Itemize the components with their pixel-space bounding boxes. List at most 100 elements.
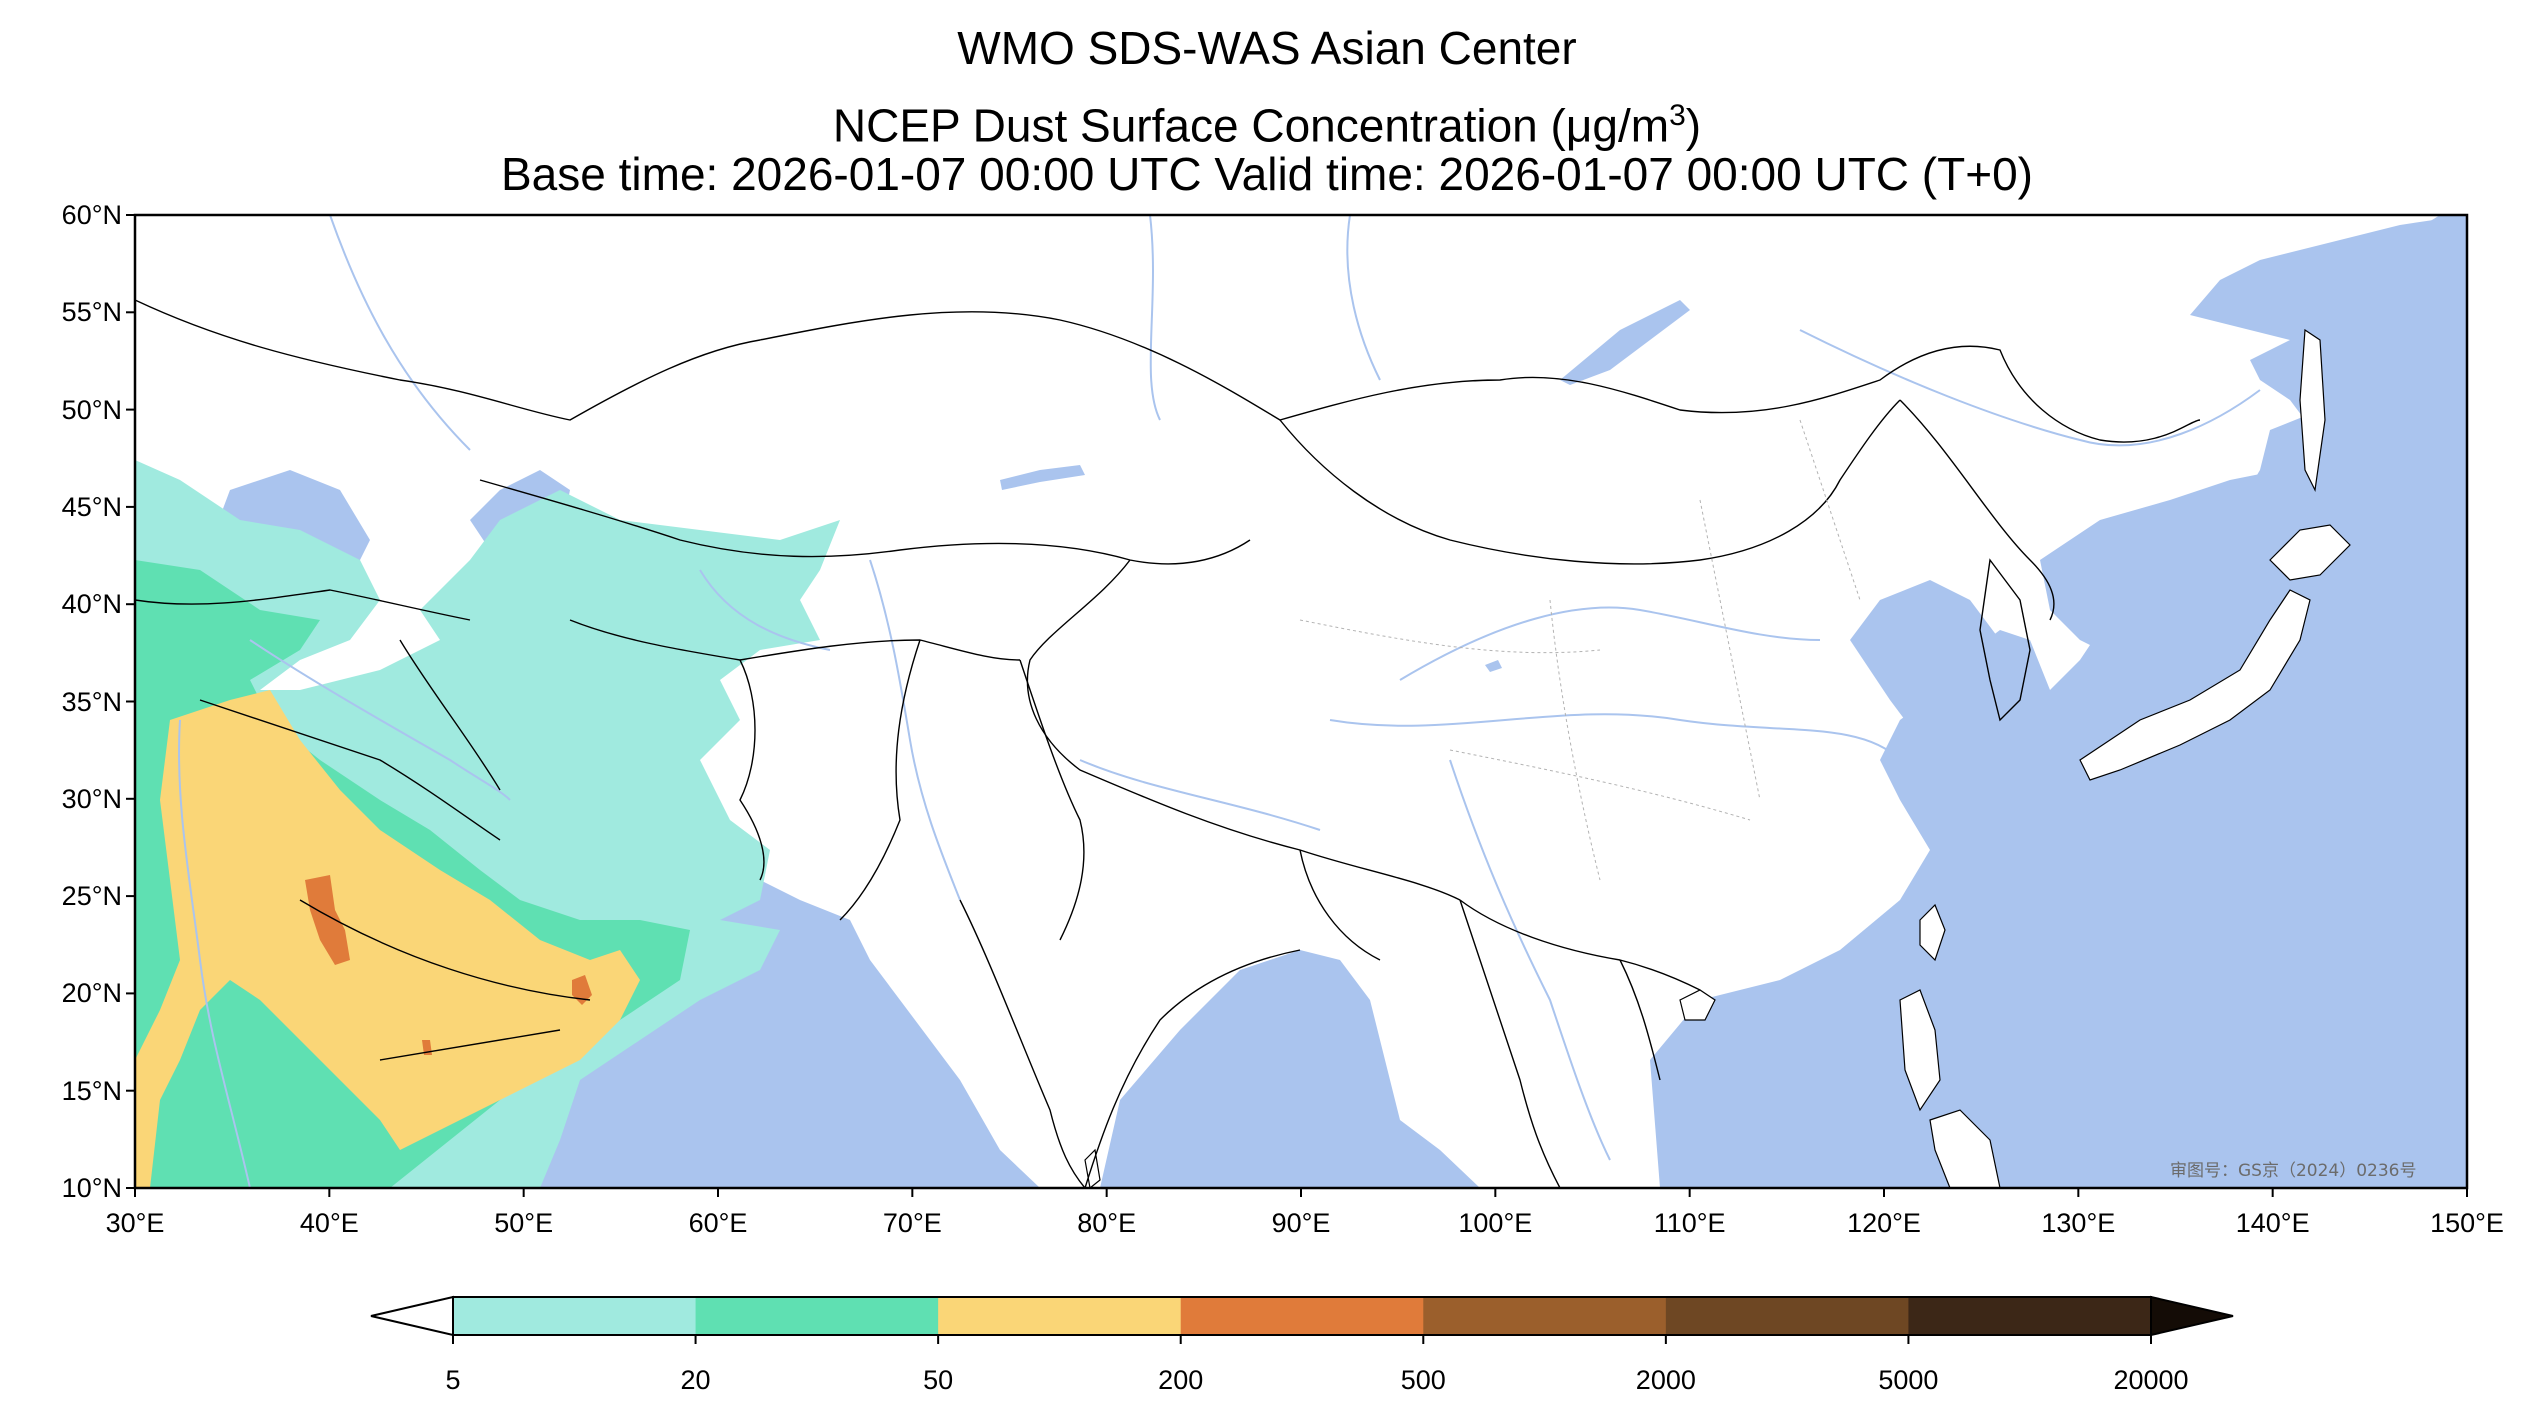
lon-tick-50: 50°E [494, 1208, 554, 1238]
colorbar-label-20000: 20000 [2113, 1365, 2189, 1395]
pacific-ocean [1650, 215, 2467, 1188]
ganges-river [1079, 759, 1321, 831]
nile-river [178, 719, 251, 1188]
island-layer [1084, 328, 2351, 1188]
russia-south-border [135, 299, 2201, 443]
china-west-border [1026, 559, 1461, 901]
iran-border [399, 619, 765, 881]
province-border-2 [1549, 599, 1601, 881]
sakhalin [2299, 328, 2326, 492]
southeast-asia-borders [1459, 899, 1661, 1188]
colorbar-label-20: 20 [680, 1365, 711, 1395]
title-line-2: NCEP Dust Surface Concentration (μg/m3) [0, 88, 2534, 153]
province-layer [1299, 419, 1861, 881]
colorbar [370, 1295, 2234, 1344]
colorbar-label-5: 5 [445, 1365, 461, 1395]
lake-baikal [1560, 300, 1690, 385]
qinghai-lake [1485, 660, 1502, 672]
sea-of-japan [2040, 470, 2280, 660]
colorbar-label-5000: 5000 [1878, 1365, 1939, 1395]
title-line-2-prefix: NCEP Dust Surface Concentration ( [832, 99, 1566, 152]
yellow-river [1399, 606, 1821, 681]
amur-river [1799, 329, 2261, 447]
lat-tick-40: 40°N [61, 589, 122, 620]
lon-tick-90: 90°E [1271, 1208, 1331, 1238]
india-coast-west [959, 899, 1086, 1188]
title-units-superscript: 3 [1669, 99, 1686, 132]
china-korea-border [1899, 399, 2055, 621]
lat-tick-10: 10°N [61, 1173, 122, 1203]
lon-tick-100: 100°E [1458, 1208, 1533, 1238]
mongolia-border [1279, 399, 1901, 565]
lat-tick-35: 35°N [61, 686, 122, 717]
colorbar-extend-low [370, 1295, 454, 1337]
colorbar-label-50: 50 [923, 1365, 954, 1395]
taiwan [1919, 903, 1946, 962]
colorbar-segment [1665, 1297, 1909, 1335]
yellow-sea [1850, 580, 2000, 740]
volga-river [329, 215, 471, 451]
lat-tick-20: 20°N [61, 978, 122, 1009]
colorbar-segment [453, 1297, 697, 1335]
colorbar-label-2000: 2000 [1635, 1365, 1696, 1395]
lon-tick-80: 80°E [1077, 1208, 1137, 1238]
lon-tick-70: 70°E [882, 1208, 942, 1238]
indus-river [869, 559, 961, 901]
dust-layer [135, 460, 840, 1188]
dust-band-200-500-b [572, 975, 592, 1005]
arabia-borders [199, 699, 591, 1061]
lon-tick-60: 60°E [688, 1208, 748, 1238]
amu-darya [699, 569, 831, 651]
colorbar-label-500: 500 [1400, 1365, 1446, 1395]
afghanistan-pakistan-border [739, 639, 1021, 921]
colorbar-segment [1423, 1297, 1667, 1335]
lat-tick-60: 60°N [61, 200, 122, 230]
colorbar-extend-high [2150, 1295, 2234, 1337]
title-units: g/m [1592, 99, 1670, 152]
colorbar-segment [695, 1297, 939, 1335]
japan-honshu [2079, 589, 2311, 781]
japan-hokkaido [2269, 524, 2351, 581]
lake-balkhash [1000, 465, 1085, 490]
philippines-luzon [1899, 989, 1941, 1112]
colorbar-label-200: 200 [1158, 1365, 1204, 1395]
lat-tick-25: 25°N [61, 881, 122, 912]
philippines-south [1929, 1109, 2001, 1188]
korea-peninsula [1979, 558, 2031, 722]
province-border-1 [1299, 619, 1601, 654]
turkey-caucasus-border [135, 589, 471, 621]
lon-tick-140: 140°E [2235, 1208, 2310, 1238]
mekong-river [1449, 759, 1611, 1161]
colorbar-segment [1908, 1297, 2152, 1335]
ob-river [1149, 215, 1161, 421]
dust-band-200-500-a [305, 875, 350, 965]
lat-tick-30: 30°N [61, 783, 122, 814]
kazakhstan-south-border [479, 479, 1251, 565]
lat-tick-45: 45°N [61, 491, 122, 522]
yangtze-river [1329, 713, 1901, 761]
india-border [1019, 659, 1381, 961]
colorbar-frame [452, 1296, 2152, 1336]
title-line-2-suffix: ) [1685, 99, 1702, 152]
province-border-3 [1699, 499, 1761, 801]
river-layer [178, 215, 2261, 1188]
lat-tick-55: 55°N [61, 297, 122, 328]
map-approval-watermark: 审图号：GS京（2024）0236号 [2170, 1161, 2417, 1181]
title-mu-symbol: μ [1565, 99, 1593, 152]
hainan [1679, 989, 1716, 1021]
title-line-3: Base time: 2026-01-07 00:00 UTC Valid ti… [501, 148, 2033, 200]
lon-tick-40: 40°E [299, 1208, 359, 1238]
yenisei-river [1346, 215, 1381, 381]
lon-tick-150: 150°E [2430, 1208, 2504, 1238]
lon-tick-30: 30°E [105, 1208, 165, 1238]
axis-tick-marks [126, 214, 2468, 1197]
lat-tick-15: 15°N [61, 1075, 122, 1106]
colorbar-segment [938, 1297, 1182, 1335]
india-coast-east [1084, 949, 1301, 1188]
lon-tick-130: 130°E [2041, 1208, 2116, 1238]
border-layer [135, 299, 2201, 1188]
dust-band-50-200 [135, 690, 640, 1188]
title-line-1: WMO SDS-WAS Asian Center [957, 22, 1577, 74]
lon-tick-110: 110°E [1653, 1208, 1726, 1238]
